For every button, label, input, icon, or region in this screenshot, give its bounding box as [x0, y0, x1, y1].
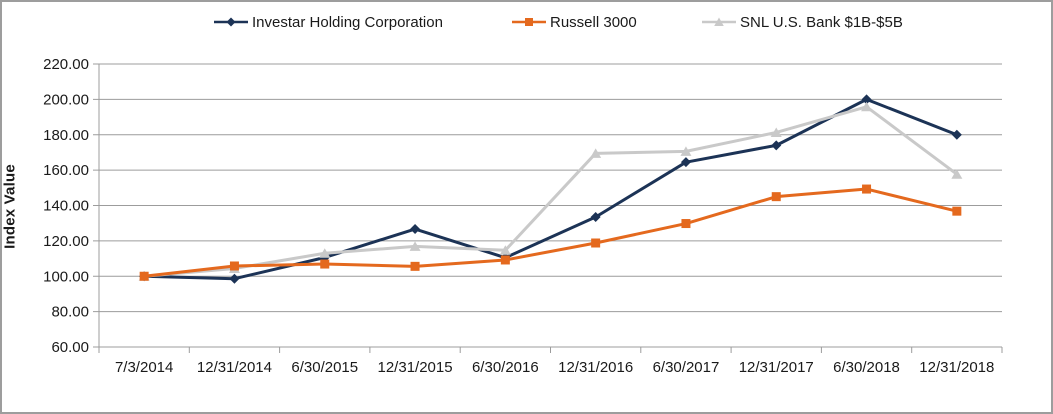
legend-item: SNL U.S. Bank $1B-$5B [702, 10, 903, 34]
square-marker [229, 261, 239, 271]
y-tick-label: 220.00 [43, 56, 89, 73]
x-tick-label: 12/31/2015 [378, 359, 453, 376]
x-tick-label: 6/30/2017 [653, 359, 720, 376]
diamond-marker [861, 94, 872, 105]
diamond-marker [951, 129, 962, 140]
x-tick-label: 7/3/2014 [115, 359, 173, 376]
series-line [144, 97, 958, 281]
legend-item-label: Russell 3000 [550, 13, 637, 31]
square-marker [591, 238, 601, 248]
square-marker [500, 255, 510, 265]
legend-item-label: Investar Holding Corporation [252, 13, 443, 31]
x-tick-label: 6/30/2015 [291, 359, 358, 376]
triangle-marker [590, 148, 602, 158]
legend-diamond-marker-icon [214, 17, 248, 27]
triangle-marker [680, 146, 692, 156]
square-marker [681, 219, 691, 229]
x-tick-label: 12/31/2018 [919, 359, 994, 376]
triangle-marker [499, 245, 511, 255]
legend-triangle-marker-icon [702, 17, 736, 26]
diamond-marker [410, 224, 421, 235]
triangle-marker [409, 241, 421, 251]
square-marker [320, 259, 330, 269]
square-marker [410, 261, 420, 271]
series-line [144, 105, 958, 278]
x-tick-label: 6/30/2018 [833, 359, 900, 376]
square-marker [771, 192, 781, 202]
diamond-marker [229, 273, 240, 284]
y-tick-label: 100.00 [43, 268, 89, 285]
x-tick-label: 12/31/2016 [558, 359, 633, 376]
y-tick-label: 160.00 [43, 162, 89, 179]
legend-square-marker-icon [512, 18, 546, 26]
y-tick-label: 200.00 [43, 91, 89, 108]
y-tick-label: 140.00 [43, 198, 89, 215]
legend-item: Investar Holding Corporation [214, 10, 443, 34]
y-tick-label: 60.00 [51, 339, 89, 356]
triangle-marker [861, 101, 873, 112]
diamond-marker [590, 211, 601, 222]
square-marker [139, 271, 149, 281]
triangle-marker [319, 248, 331, 258]
x-tick-label: 6/30/2016 [472, 359, 539, 376]
y-tick-label: 80.00 [51, 304, 89, 321]
y-tick-label: 120.00 [43, 233, 89, 250]
legend-item-label: SNL U.S. Bank $1B-$5B [740, 13, 903, 31]
y-tick-label: 180.00 [43, 127, 89, 144]
series-line [143, 187, 958, 278]
square-marker [952, 206, 962, 216]
chart-legend: Investar Holding Corporation Russell 3000… [2, 10, 1051, 34]
triangle-marker [770, 127, 782, 137]
x-tick-label: 12/31/2017 [739, 359, 814, 376]
diamond-marker [771, 140, 782, 151]
legend-item: Russell 3000 [512, 10, 637, 34]
square-marker [862, 184, 872, 194]
diamond-marker [680, 157, 691, 168]
x-tick-label: 12/31/2014 [197, 359, 272, 376]
triangle-marker [951, 169, 963, 179]
